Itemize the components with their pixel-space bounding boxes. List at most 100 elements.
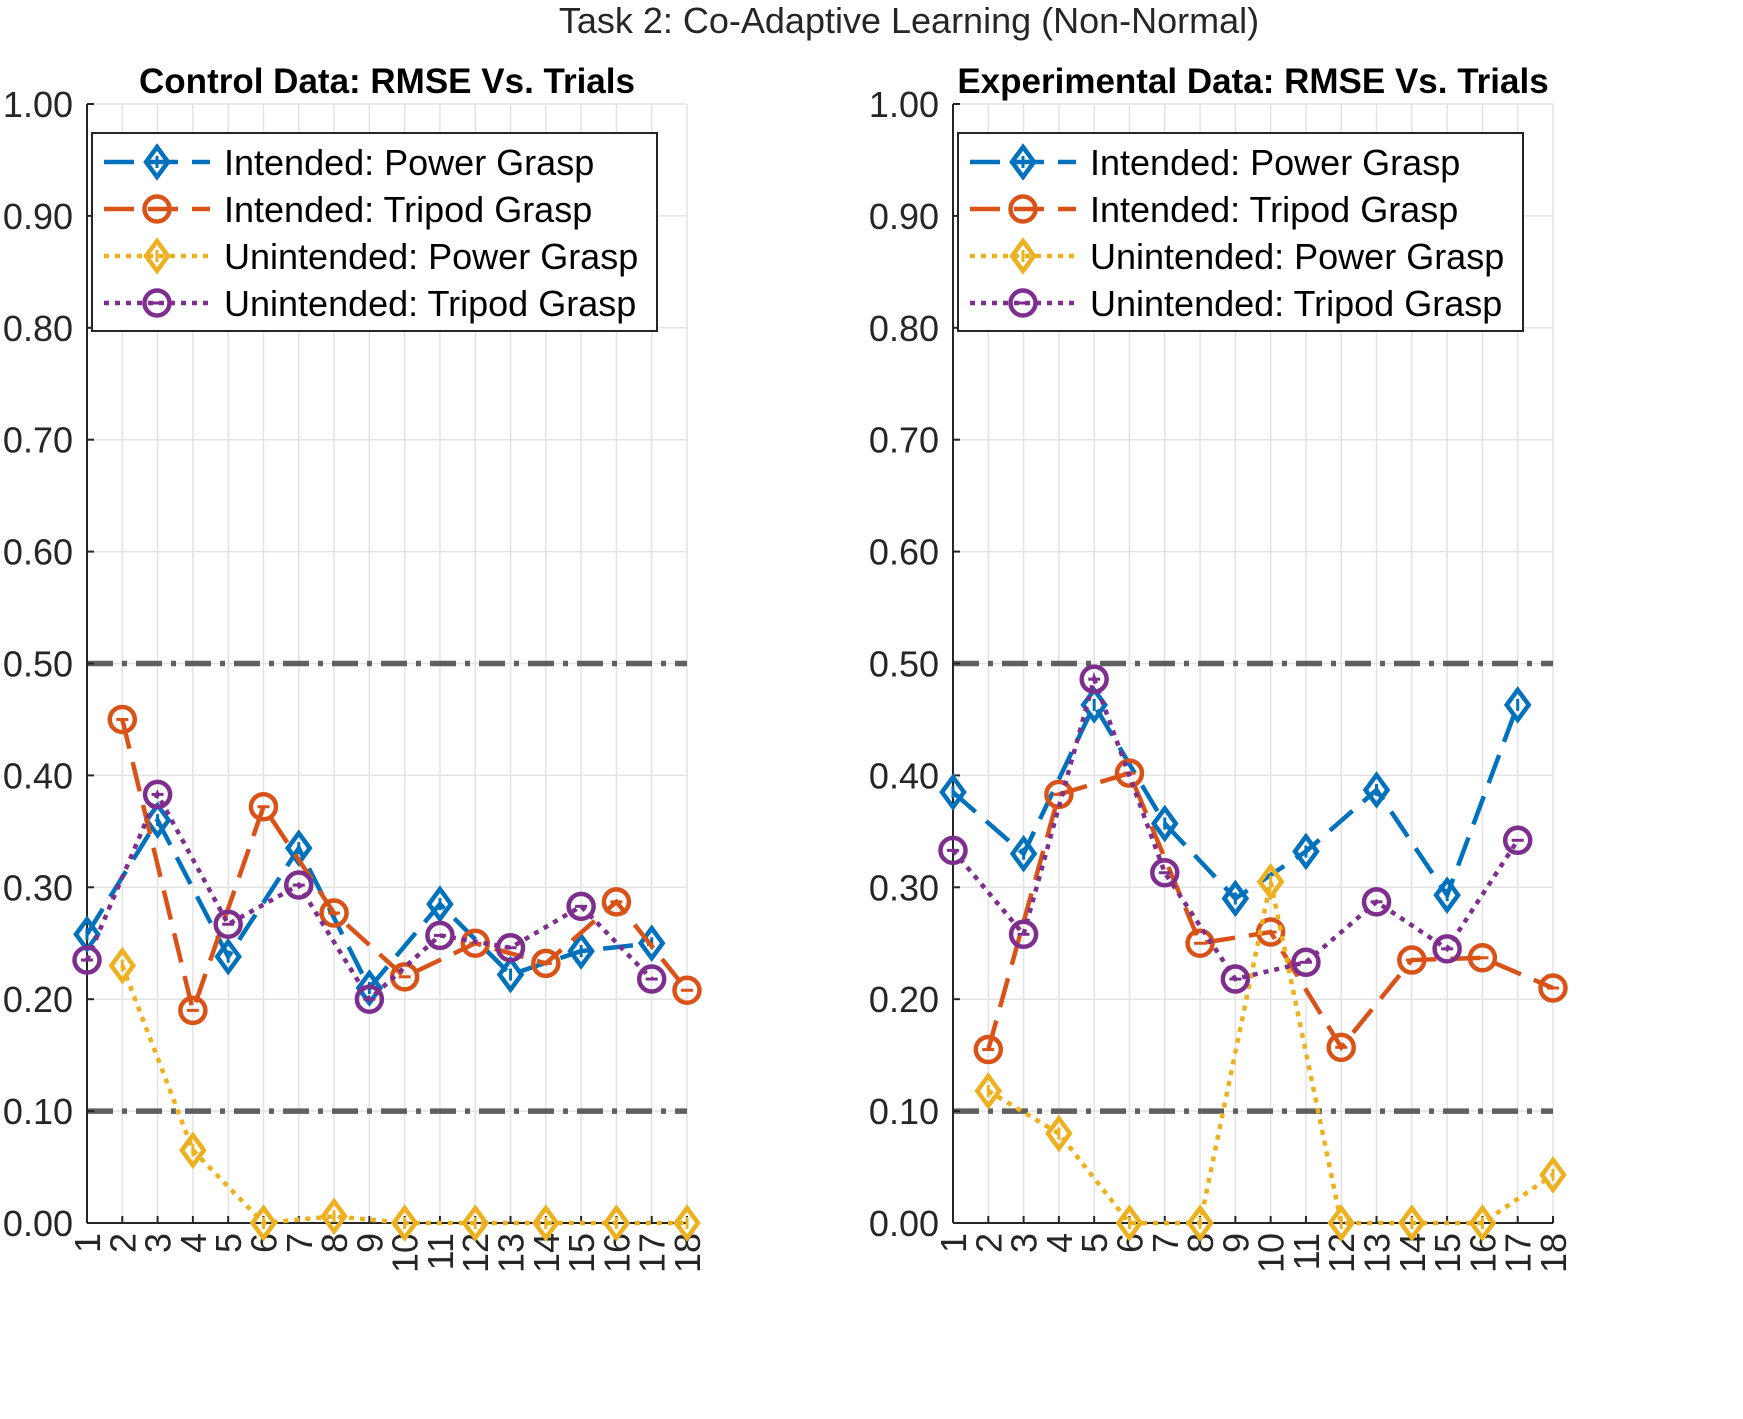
legend-box <box>957 132 1524 332</box>
y-tick-label: 0.10 <box>3 1091 73 1132</box>
legend-label: Unintended: Tripod Grasp <box>224 283 636 324</box>
y-tick-label: 0.50 <box>3 644 73 685</box>
y-tick-label: 0.20 <box>3 979 73 1020</box>
data-point-marker <box>1150 804 1179 843</box>
legend-marker <box>143 143 171 181</box>
y-tick-label: 0.30 <box>869 867 939 908</box>
data-point-marker <box>1327 1204 1356 1242</box>
data-point-marker <box>1291 947 1321 978</box>
data-point-marker <box>1539 1156 1567 1194</box>
x-tick-label: 7 <box>1145 1233 1186 1253</box>
y-tick-label: 0.70 <box>869 420 939 461</box>
x-tick-label: 15 <box>1427 1233 1468 1273</box>
data-point-marker <box>1292 832 1320 871</box>
y-tick-label: 0.80 <box>3 308 73 349</box>
x-tick-label: 3 <box>1004 1233 1045 1253</box>
legend-label: Unintended: Power Grasp <box>1090 236 1504 277</box>
x-tick-label: 8 <box>314 1233 355 1253</box>
series-unintended-power-grasp <box>974 862 1567 1242</box>
data-point-marker <box>1326 1032 1356 1063</box>
y-tick-label: 0.20 <box>869 979 939 1020</box>
control-panel: Control Data: RMSE Vs. Trials 0.00 0.10 0.2… <box>3 62 708 1273</box>
legend: Intended: Power Grasp Intended: Tripod Gr… <box>957 132 1524 332</box>
legend-marker <box>142 194 172 224</box>
x-tick-label: 6 <box>243 1233 284 1253</box>
y-tick-label: 1.00 <box>3 84 73 125</box>
y-tick-label: 0.80 <box>869 308 939 349</box>
data-point-marker <box>973 1034 1004 1065</box>
data-point-marker <box>938 835 968 866</box>
series-unintended-tripod-grasp <box>938 664 1533 994</box>
data-point-marker <box>974 1072 1003 1110</box>
data-point-marker <box>249 1204 278 1242</box>
x-tick-label: 2 <box>968 1233 1009 1253</box>
panel-title: Experimental Data: RMSE Vs. Trials <box>957 62 1548 101</box>
data-point-marker <box>142 779 173 810</box>
series-line <box>987 881 1555 1226</box>
series-line <box>120 718 689 1019</box>
data-point-marker <box>1008 919 1039 950</box>
data-point-marker <box>567 932 595 970</box>
x-tick-label: 2 <box>102 1233 143 1253</box>
legend-marker <box>142 288 172 318</box>
y-tick-label: 0.90 <box>3 196 73 237</box>
data-point-marker <box>72 945 102 975</box>
data-point-marker <box>107 704 138 735</box>
y-tick-label: 0.40 <box>3 755 73 796</box>
x-tick-label: 4 <box>1039 1233 1080 1253</box>
data-point-marker <box>1468 1204 1497 1242</box>
series-unintended-tripod-grasp <box>72 779 667 1014</box>
experimental-panel: Experimental Data: RMSE Vs. Trials 0.00 0.… <box>869 62 1574 1273</box>
data-point-marker <box>1009 834 1038 873</box>
x-tick-label: 17 <box>1498 1233 1539 1273</box>
data-point-marker <box>1256 862 1285 901</box>
series-intended-tripod-grasp <box>973 758 1568 1065</box>
legend: Intended: Power Grasp Intended: Tripod Gr… <box>91 132 658 332</box>
x-tick-label: 9 <box>349 1233 390 1253</box>
x-tick-label: 13 <box>491 1233 532 1273</box>
legend-label: Intended: Tripod Grasp <box>1090 189 1458 230</box>
legend-marker <box>1009 143 1037 181</box>
data-point-marker <box>1503 686 1532 724</box>
data-point-marker <box>108 946 137 985</box>
x-tick-label: 18 <box>1533 1233 1574 1273</box>
data-point-marker <box>1045 1114 1073 1153</box>
data-point-marker <box>284 870 314 900</box>
y-tick-label: 0.50 <box>869 644 939 685</box>
data-point-marker <box>1398 1204 1426 1242</box>
data-point-marker <box>179 1131 207 1170</box>
data-point-marker <box>1114 758 1145 788</box>
x-tick-label: 17 <box>632 1233 673 1273</box>
data-point-marker <box>1502 825 1533 856</box>
x-tick-label: 15 <box>561 1233 602 1273</box>
data-point-marker <box>1467 943 1498 973</box>
data-point-marker <box>636 964 667 994</box>
data-point-marker <box>1362 771 1391 809</box>
data-point-marker <box>355 969 384 1007</box>
legend-label: Intended: Power Grasp <box>1090 142 1460 183</box>
data-point-marker <box>1361 887 1392 917</box>
y-tick-label: 0.00 <box>3 1203 73 1244</box>
data-point-marker <box>495 932 526 963</box>
data-point-marker <box>214 937 242 976</box>
data-point-marker <box>1115 1204 1144 1242</box>
x-tick-label: 1 <box>933 1233 974 1253</box>
x-tick-label: 13 <box>1357 1233 1398 1273</box>
legend-label: Unintended: Tripod Grasp <box>1090 283 1502 324</box>
data-point-marker <box>1397 945 1427 975</box>
y-tick-label: 0.90 <box>869 196 939 237</box>
data-point-marker <box>461 1204 490 1242</box>
y-tick-label: 0.30 <box>3 867 73 908</box>
data-point-marker <box>1150 858 1180 888</box>
data-point-marker <box>1044 779 1074 810</box>
legend-marker <box>1009 237 1037 275</box>
data-point-marker <box>601 887 632 917</box>
data-point-marker <box>939 773 967 811</box>
x-tick-label: 7 <box>279 1233 320 1253</box>
data-point-marker <box>354 984 385 1014</box>
legend-label: Intended: Power Grasp <box>224 142 594 183</box>
data-point-marker <box>1185 928 1215 958</box>
y-tick-label: 0.60 <box>869 532 939 573</box>
series-intended-power-grasp <box>939 686 1532 918</box>
data-point-marker <box>426 885 454 923</box>
